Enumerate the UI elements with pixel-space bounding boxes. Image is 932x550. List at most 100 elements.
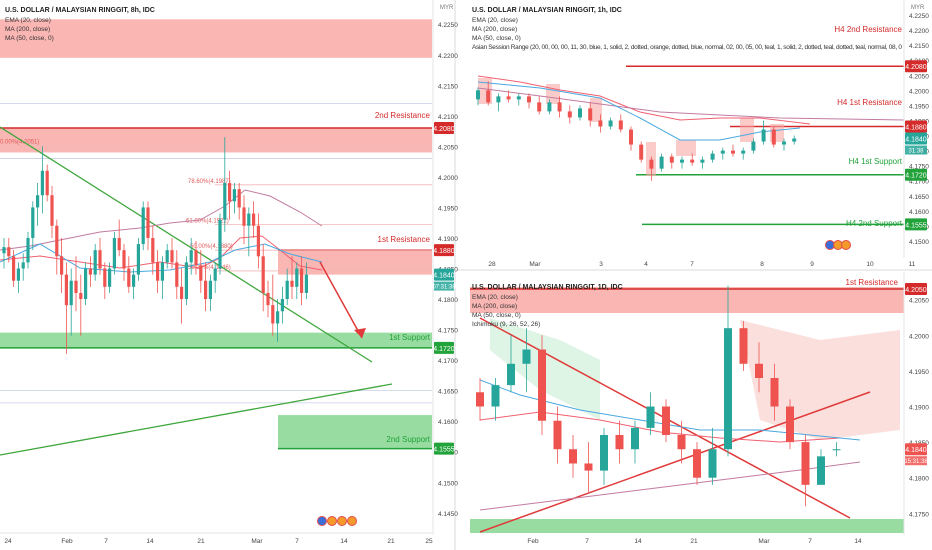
countdown-bg-1d: [905, 456, 927, 466]
countdown-bg-8h: [434, 281, 454, 291]
candle-1h-7: [547, 102, 552, 112]
zone-1d-resistance: [470, 287, 904, 313]
candle-1d-7: [584, 463, 593, 471]
currency-8h: MYR: [440, 5, 454, 11]
candle-8h-16: [79, 292, 83, 300]
time-tick-8h-0: 24: [4, 538, 12, 545]
candle-1h-4: [516, 96, 521, 100]
candle-8h-39: [189, 250, 193, 263]
candle-8h-4: [21, 262, 25, 269]
candle-8h-8: [40, 170, 44, 196]
candle-8h-47: [228, 183, 232, 202]
time-tick-8h-2: 7: [104, 538, 108, 545]
price-tick-1h-12: 4.1650: [909, 194, 929, 201]
candle-8h-2: [12, 256, 16, 281]
candle-8h-28: [136, 244, 140, 275]
candle-8h-48: [232, 189, 236, 202]
candle-8h-20: [98, 250, 102, 269]
candle-8h-34: [165, 250, 169, 263]
candle-8h-3: [16, 268, 20, 281]
price-tick-8h-12: 4.1650: [438, 389, 458, 396]
event-icon-8h-1: [327, 516, 337, 526]
candle-1d-2: [507, 363, 515, 386]
candle-8h-37: [180, 286, 184, 300]
price-tick-1h-6: 4.1950: [909, 103, 929, 110]
candle-1d-14: [693, 449, 701, 478]
price-tag-8h-0: 4.2080: [433, 126, 455, 133]
price-tag-8h-3: 4.1555: [433, 447, 455, 454]
candle-8h-5: [26, 237, 30, 263]
legend-1h-1: MA (200, close): [472, 26, 517, 33]
candle-1d-16: [724, 328, 732, 450]
time-tick-1h-1: Mar: [529, 261, 541, 268]
price-tick-8h-6: 4.1950: [438, 205, 458, 212]
zone-8h-4: [278, 415, 432, 449]
candle-8h-38: [184, 262, 188, 300]
time-tick-8h-9: 25: [425, 538, 433, 545]
time-tick-8h-3: 14: [146, 538, 154, 545]
price-tick-1d-1: 4.2000: [909, 333, 929, 340]
candle-8h-44: [213, 268, 217, 281]
time-tick-8h-7: 14: [340, 538, 348, 545]
level-label-8h-0: 2nd Resistance: [375, 111, 431, 120]
price-tag-8h-2: 4.1720: [433, 346, 455, 353]
price-tick-8h-3: 4.2100: [438, 114, 458, 121]
legend-1d-2: MA (50, close, 0): [472, 312, 521, 319]
time-tick-8h-6: 7: [295, 538, 299, 545]
candle-1h-0: [476, 90, 480, 100]
candle-8h-40: [194, 250, 198, 266]
price-tag-1d-0: 4.2050: [905, 287, 927, 294]
price-tick-1h-11: 4.1700: [909, 179, 929, 186]
price-tick-1d-6: 4.1750: [909, 511, 929, 518]
candle-8h-17: [84, 268, 88, 300]
candle-8h-14: [69, 280, 73, 306]
candle-1d-13: [677, 434, 686, 450]
trendline-1d-up: [479, 391, 871, 533]
zone-8h-3: [0, 332, 432, 348]
last-price-8h: 4.1840: [433, 273, 455, 280]
title-8h: U.S. DOLLAR / MALAYSIAN RINGGIT, 8h, IDC: [5, 7, 155, 14]
candle-8h-10: [50, 195, 54, 226]
time-tick-1d-6: 14: [854, 538, 862, 545]
candle-8h-27: [132, 274, 136, 287]
price-tick-1d-0: 4.2050: [909, 298, 929, 305]
candle-8h-30: [146, 207, 150, 238]
ma200-8h: [0, 189, 323, 251]
time-tick-1h-3: 4: [644, 261, 648, 268]
event-icon-8h-3: [347, 516, 357, 526]
time-tick-1d-1: 7: [585, 538, 589, 545]
time-tick-8h-1: Feb: [61, 538, 73, 545]
event-icon-1h-2: [841, 240, 851, 250]
candle-1d-5: [553, 420, 562, 450]
legend-1d-1: MA (200, close): [472, 303, 517, 310]
candle-1h-6: [537, 102, 542, 112]
time-tick-1h-2: 3: [599, 261, 603, 268]
time-tick-1h-0: 28: [488, 261, 496, 268]
candle-1h-22: [700, 159, 705, 163]
candle-1h-5: [527, 96, 531, 103]
price-tick-8h-9: 4.1800: [438, 297, 458, 304]
candle-1h-2: [496, 96, 501, 103]
candle-8h-15: [74, 280, 78, 293]
candle-8h-7: [36, 195, 40, 208]
price-tick-8h-0: 4.2250: [438, 22, 458, 29]
time-tick-1d-3: 21: [690, 538, 698, 545]
candle-8h-41: [199, 265, 203, 281]
time-tick-8h-5: Mar: [251, 538, 263, 545]
fib-label-3: 50.00%(4.1880): [190, 244, 233, 250]
candle-8h-45: [218, 219, 222, 269]
candle-8h-51: [247, 213, 251, 226]
time-tick-1h-8: 11: [909, 261, 916, 268]
candle-1d-4: [538, 349, 546, 421]
event-icon-8h-0: [317, 516, 327, 526]
candle-1h-14: [618, 120, 623, 130]
time-tick-1d-2: 14: [634, 538, 642, 545]
candle-1h-11: [588, 108, 593, 121]
candle-1d-20: [786, 406, 794, 443]
candle-1d-3: [522, 349, 531, 364]
price-tick-8h-2: 4.2150: [438, 83, 458, 90]
candle-1d-15: [708, 449, 717, 478]
price-tag-8h-3-bg: [434, 442, 454, 455]
price-tick-1h-0: 4.2250: [909, 13, 929, 20]
